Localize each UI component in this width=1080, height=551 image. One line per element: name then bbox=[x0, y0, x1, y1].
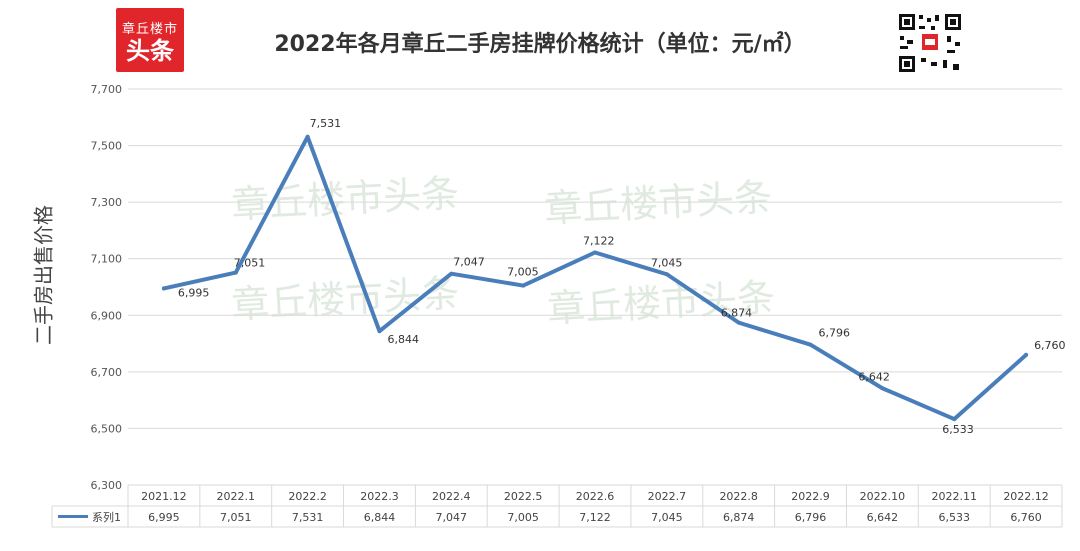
data-point bbox=[593, 250, 597, 255]
table-value: 6,995 bbox=[148, 511, 180, 524]
watermark-text: 章丘楼市头条 bbox=[230, 271, 460, 327]
data-label: 7,045 bbox=[651, 256, 683, 269]
data-point bbox=[1024, 352, 1029, 357]
data-label: 7,531 bbox=[310, 117, 342, 130]
data-label: 6,874 bbox=[721, 307, 753, 320]
data-label: 7,047 bbox=[453, 256, 485, 269]
data-point bbox=[664, 272, 669, 277]
chart-title: 2022年各月章丘二手房挂牌价格统计（单位：元/㎡） bbox=[274, 32, 806, 57]
watermark-text: 章丘楼市头条 bbox=[543, 175, 773, 231]
table-value: 6,533 bbox=[938, 511, 970, 524]
data-label: 6,533 bbox=[942, 423, 974, 436]
data-label: 7,122 bbox=[583, 234, 615, 247]
x-tick-label: 2022.11 bbox=[931, 490, 977, 503]
data-label: 6,760 bbox=[1034, 339, 1066, 352]
y-tick-label: 6,700 bbox=[91, 366, 123, 379]
data-point bbox=[377, 329, 382, 334]
data-point bbox=[305, 134, 310, 139]
table-value: 7,047 bbox=[436, 511, 468, 524]
table-value: 7,045 bbox=[651, 511, 683, 524]
y-tick-label: 6,300 bbox=[91, 479, 123, 492]
x-tick-label: 2022.2 bbox=[288, 490, 327, 503]
y-tick-label: 7,300 bbox=[91, 196, 123, 209]
table-value: 6,874 bbox=[723, 511, 755, 524]
qr-code-icon bbox=[897, 12, 963, 74]
data-point bbox=[449, 271, 454, 276]
data-point bbox=[736, 320, 741, 325]
x-tick-label: 2022.9 bbox=[791, 490, 830, 503]
table-value: 6,844 bbox=[364, 511, 396, 524]
data-label: 6,995 bbox=[178, 286, 210, 299]
x-tick-label: 2022.6 bbox=[576, 490, 615, 503]
y-tick-label: 7,700 bbox=[91, 83, 123, 96]
table-value: 7,005 bbox=[507, 511, 539, 524]
x-tick-label: 2022.8 bbox=[719, 490, 758, 503]
brand-logo: 章丘楼市 头条 bbox=[116, 8, 184, 72]
y-tick-label: 6,900 bbox=[91, 309, 123, 322]
x-tick-label: 2022.12 bbox=[1003, 490, 1049, 503]
x-tick-label: 2022.1 bbox=[217, 490, 256, 503]
data-label: 6,642 bbox=[858, 370, 890, 383]
legend-label: 系列1 bbox=[92, 510, 121, 524]
table-value: 6,642 bbox=[867, 511, 899, 524]
x-tick-label: 2022.5 bbox=[504, 490, 543, 503]
x-tick-label: 2022.7 bbox=[648, 490, 687, 503]
x-tick-label: 2022.10 bbox=[860, 490, 906, 503]
table-value: 6,796 bbox=[795, 511, 827, 524]
data-point bbox=[808, 342, 813, 347]
y-tick-label: 7,100 bbox=[91, 253, 123, 266]
data-point bbox=[880, 386, 885, 391]
data-point bbox=[952, 417, 957, 422]
data-label: 6,844 bbox=[387, 333, 419, 346]
data-label: 7,005 bbox=[507, 266, 538, 279]
table-value: 6,760 bbox=[1010, 511, 1042, 524]
table-value: 7,122 bbox=[579, 511, 611, 524]
x-tick-label: 2022.3 bbox=[360, 490, 399, 503]
data-point bbox=[233, 270, 238, 275]
logo-line1: 章丘楼市 bbox=[121, 22, 178, 37]
data-point bbox=[161, 286, 166, 291]
y-tick-label: 6,500 bbox=[91, 422, 123, 435]
y-tick-label: 7,500 bbox=[91, 140, 123, 153]
logo-line2: 头条 bbox=[126, 37, 174, 65]
x-tick-label: 2021.12 bbox=[141, 490, 187, 503]
table-value: 7,051 bbox=[220, 511, 252, 524]
table-value: 7,531 bbox=[292, 511, 324, 524]
data-point bbox=[521, 283, 526, 288]
data-label: 6,796 bbox=[819, 327, 851, 340]
data-label: 7,051 bbox=[234, 257, 266, 270]
x-tick-label: 2022.4 bbox=[432, 490, 471, 503]
